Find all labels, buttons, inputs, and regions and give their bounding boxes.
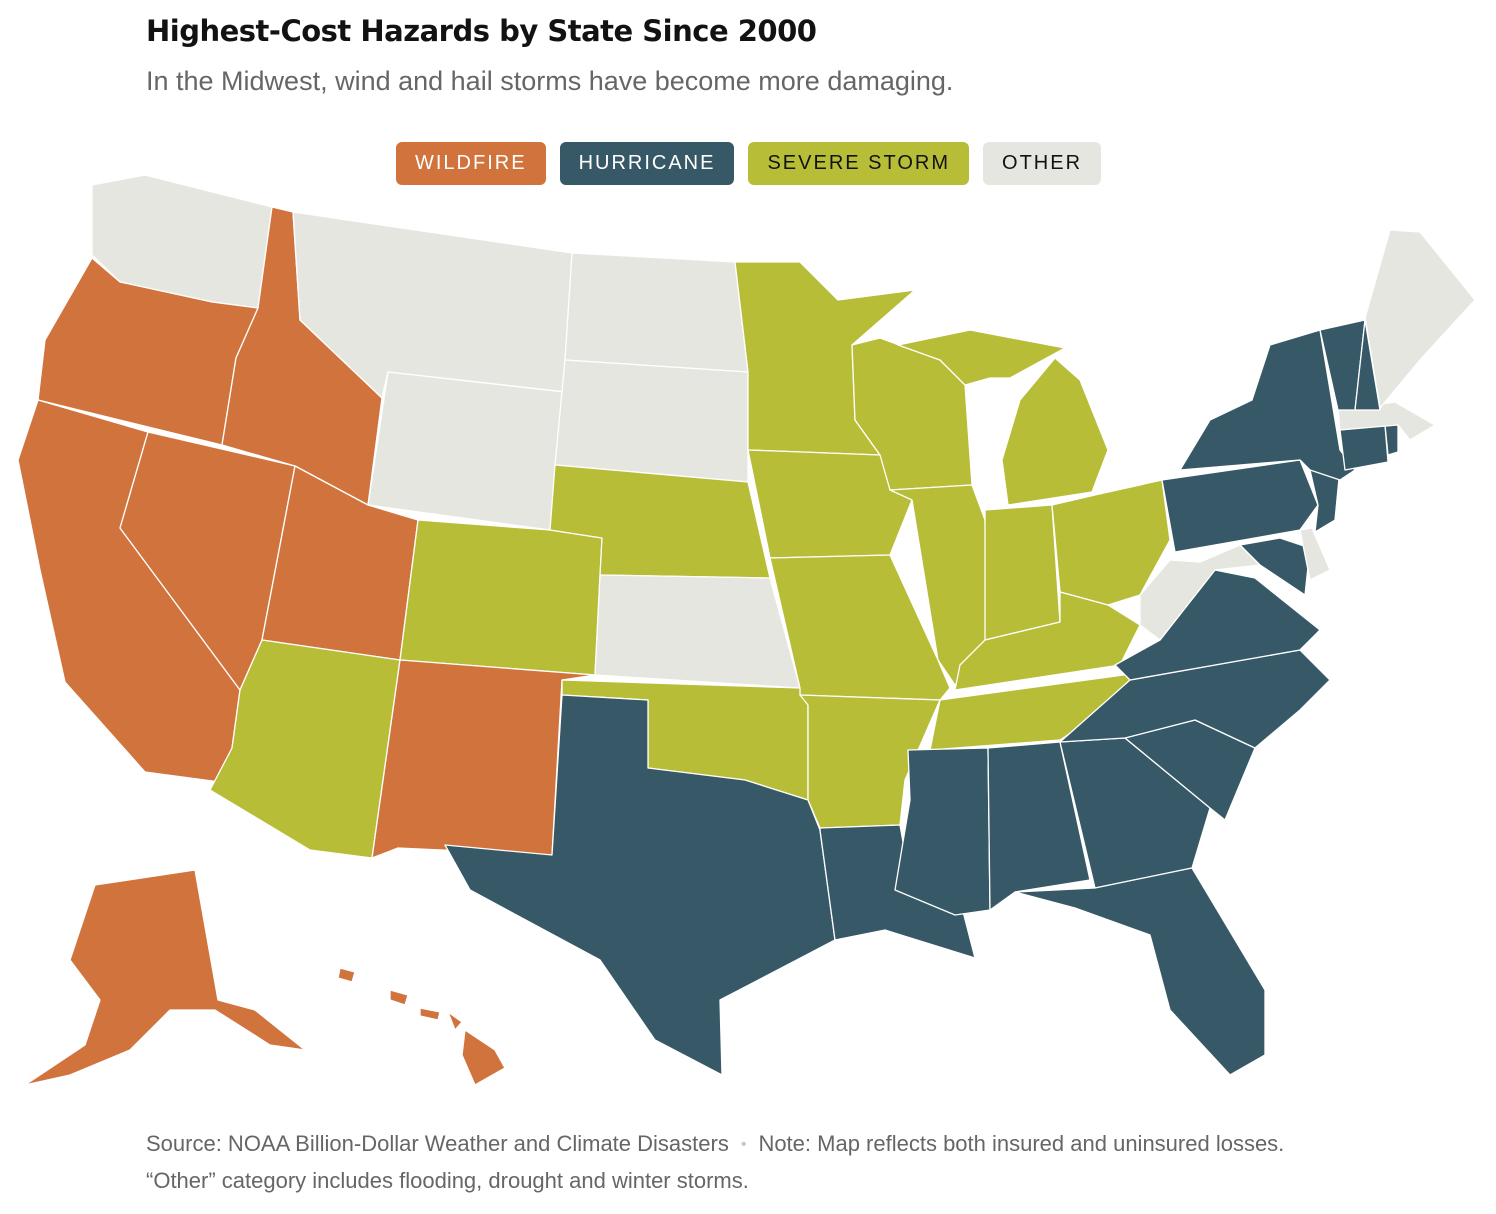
legend-hurricane: HURRICANE [559, 142, 735, 185]
state-ma [1337, 401, 1436, 441]
state-ms [894, 747, 991, 916]
state-mi [897, 329, 1109, 506]
separator-dot: • [740, 1136, 747, 1154]
state-pa [1161, 459, 1319, 553]
state-wy [367, 371, 566, 531]
legend-other: OTHER [983, 142, 1102, 185]
state-nd [564, 252, 749, 373]
legend: WILDFIRE HURRICANE SEVERE STORM OTHER [396, 142, 1102, 185]
state-fl [1014, 867, 1266, 1076]
state-al [987, 741, 1091, 911]
map-title: Highest-Cost Hazards by State Since 2000 [146, 14, 817, 48]
state-tx [444, 694, 836, 1076]
state-ks [594, 574, 801, 689]
state-co [399, 519, 603, 676]
source-text: Source: NOAA Billion-Dollar Weather and … [146, 1131, 729, 1156]
state-ri [1384, 424, 1399, 456]
state-mo [769, 554, 951, 701]
state-md [1199, 537, 1311, 596]
legend-wildfire: WILDFIRE [396, 142, 546, 185]
state-ak [24, 869, 306, 1086]
legend-severe-storm: SEVERE STORM [748, 142, 970, 185]
state-sd [554, 359, 749, 483]
state-de [1299, 527, 1331, 581]
footer: Source: NOAA Billion-Dollar Weather and … [146, 1126, 1296, 1199]
map-subtitle: In the Midwest, wind and hail storms hav… [146, 66, 954, 96]
state-ct [1339, 424, 1389, 471]
state-hi [337, 967, 506, 1086]
state-me [1364, 229, 1476, 409]
state-ky [954, 591, 1141, 691]
note-text: Note: Map reflects both insured and unin… [146, 1131, 1285, 1194]
state-in [984, 504, 1061, 641]
state-ia [747, 449, 913, 559]
state-ny [1179, 329, 1356, 481]
